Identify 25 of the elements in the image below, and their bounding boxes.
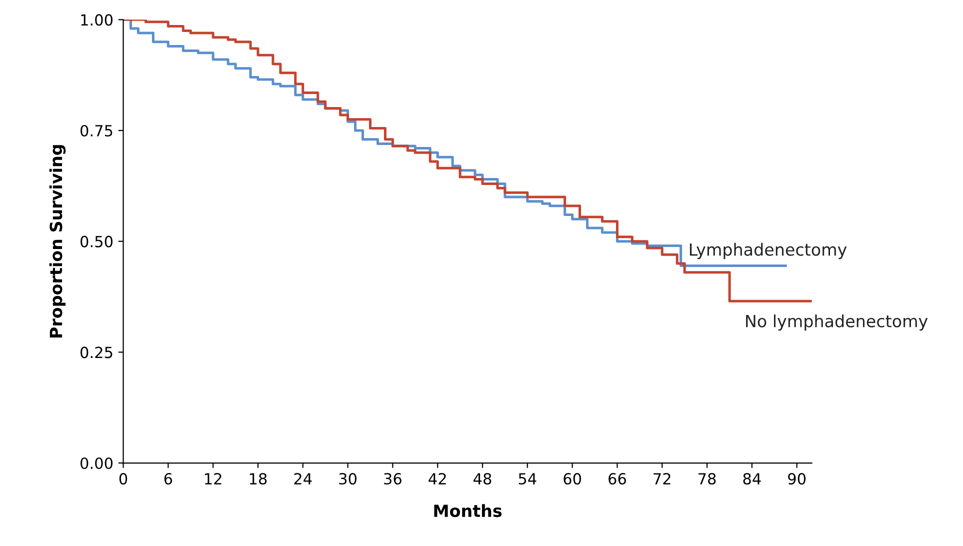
y-axis-title: Proportion Surviving (49, 145, 66, 338)
x-tick-label: 6 (164, 473, 172, 485)
x-tick-label: 36 (384, 473, 402, 485)
x-tick-label: 72 (654, 473, 670, 484)
x-tick-label: 30 (339, 473, 356, 485)
x-tick-label: 18 (250, 473, 267, 485)
x-tick-label: 78 (698, 473, 716, 485)
x-axis-title: Months (434, 504, 502, 518)
y-tick-label: 1.00 (81, 14, 113, 26)
x-tick-label: 66 (608, 473, 626, 485)
series-label: No lymphadenectomy (746, 314, 928, 331)
x-tick-label: 48 (474, 473, 492, 485)
x-tick-label: 84 (743, 473, 761, 485)
y-tick-label: 0.75 (80, 124, 112, 137)
x-tick-label: 90 (788, 473, 806, 485)
y-tick-label: 0.25 (80, 346, 112, 358)
series-label: Lymphadenectomy (690, 242, 847, 260)
y-tick-label: 0.50 (80, 236, 113, 248)
x-tick-label: 24 (294, 473, 312, 484)
x-tick-label: 42 (428, 473, 446, 484)
y-tick-label: 0.00 (80, 457, 113, 470)
x-tick-label: 54 (518, 473, 536, 485)
x-tick-label: 12 (205, 473, 222, 484)
x-tick-label: 0 (119, 473, 128, 485)
x-tick-label: 60 (564, 473, 582, 485)
